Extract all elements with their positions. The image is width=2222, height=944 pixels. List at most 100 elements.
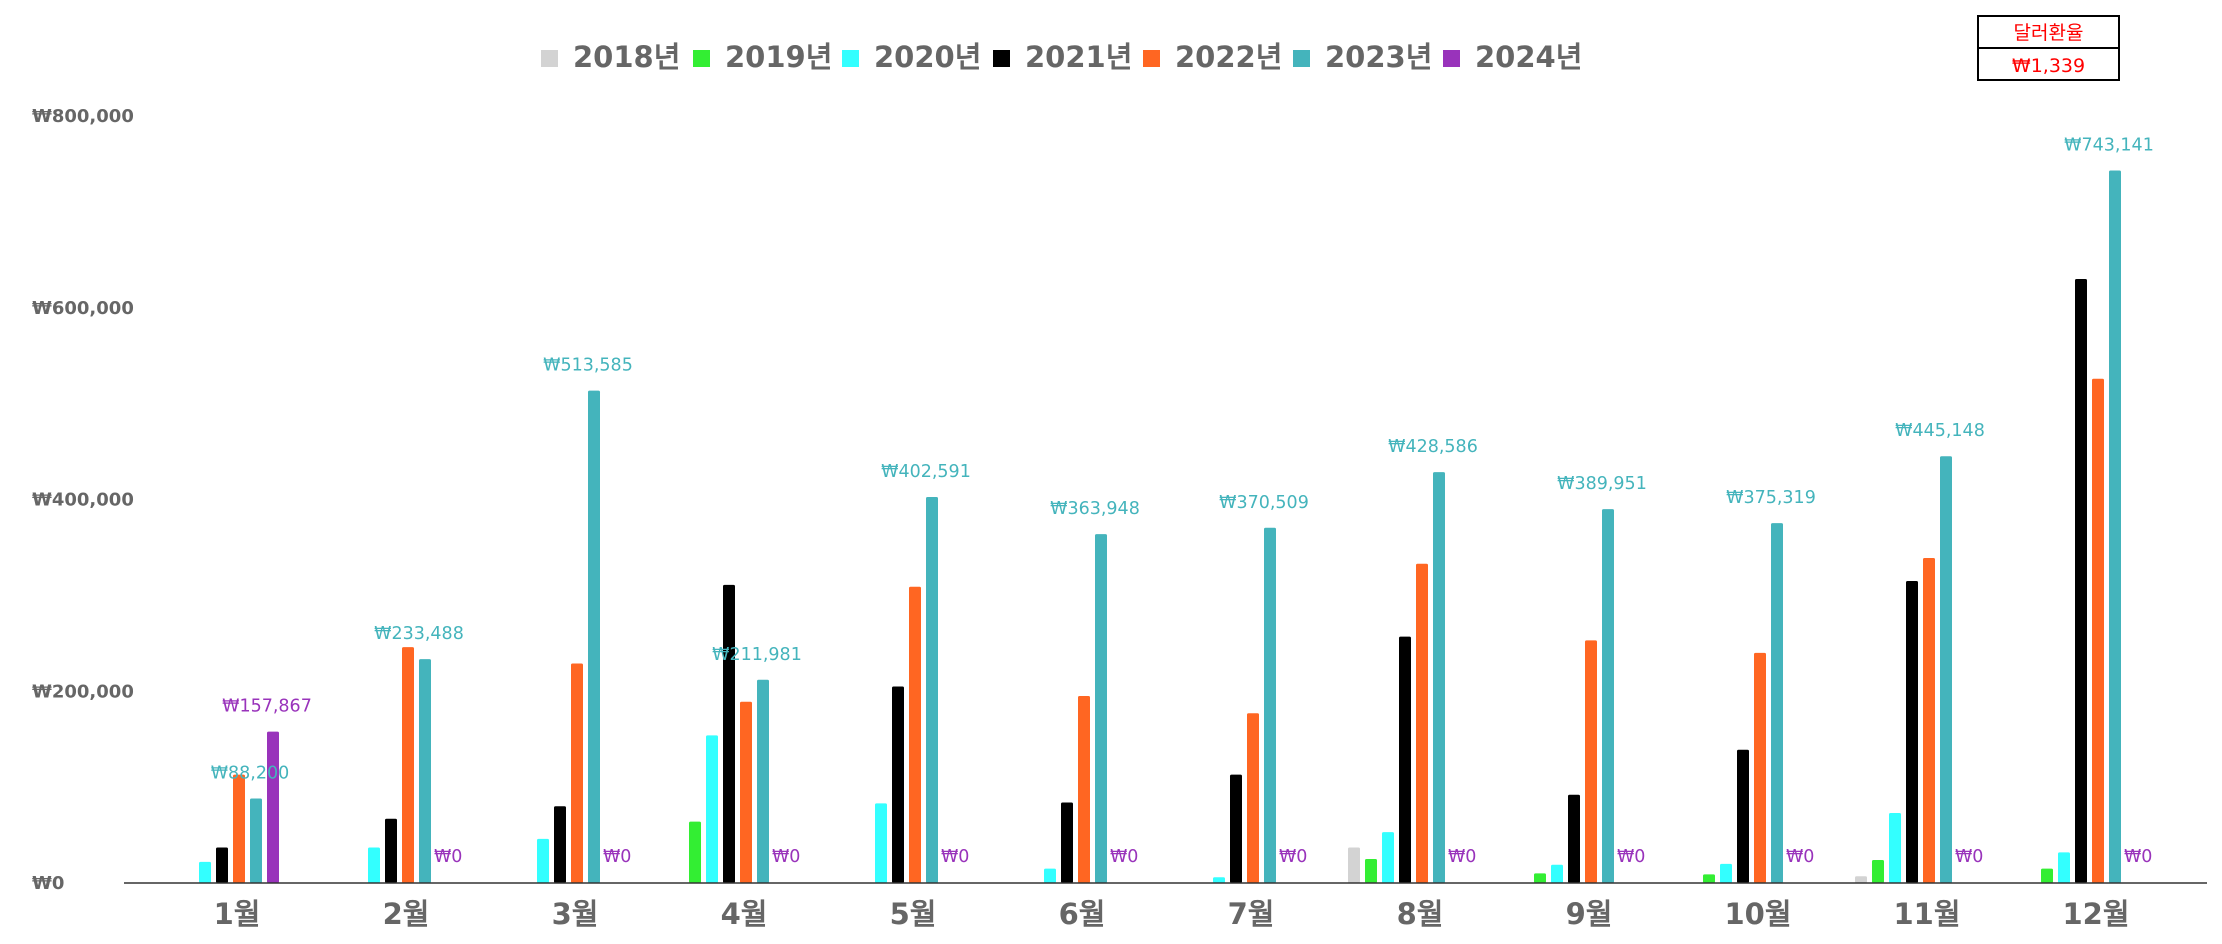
bar-4-1 <box>402 647 414 883</box>
legend-label-4: 2022년 <box>1175 40 1282 74</box>
exchange-rate-value: ₩1,339 <box>2012 55 2085 77</box>
bar-2-0 <box>199 861 211 883</box>
bar-5-8 <box>1602 509 1614 883</box>
x-tick-label-9: 10월 <box>1724 897 1791 931</box>
bar-5-4 <box>926 497 938 883</box>
bar-3-11 <box>2075 278 2087 883</box>
bar-5-3 <box>757 679 769 883</box>
y-tick-label-1: ₩200,000 <box>32 681 134 702</box>
bar-1-10 <box>1872 859 1884 883</box>
bar-4-0 <box>233 774 245 883</box>
y-tick-label-3: ₩600,000 <box>32 298 134 319</box>
data-label-6-1: ₩0 <box>434 847 462 867</box>
bar-3-9 <box>1737 749 1749 883</box>
y-axis: ₩0 ₩200,000 ₩400,000 ₩600,000 ₩800,000 <box>32 106 134 894</box>
data-label-6-0: ₩157,867 <box>222 697 312 717</box>
bar-5-10 <box>1940 456 1952 883</box>
bar-1-3 <box>689 821 701 883</box>
bar-2-6 <box>1213 877 1225 883</box>
legend-label-1: 2019년 <box>725 40 832 74</box>
data-label-6-5: ₩0 <box>1110 847 1138 867</box>
bar-3-7 <box>1399 636 1411 883</box>
legend-swatch-2 <box>842 50 859 67</box>
data-label-6-2: ₩0 <box>603 847 631 867</box>
bar-5-9 <box>1771 523 1783 883</box>
bar-5-6 <box>1264 527 1276 883</box>
data-label-6-8: ₩0 <box>1617 847 1645 867</box>
bar-3-4 <box>892 686 904 883</box>
exchange-rate-title: 달러환율 <box>2014 22 2084 44</box>
data-label-5-5: ₩363,948 <box>1050 499 1140 519</box>
bar-5-7 <box>1433 472 1445 883</box>
bar-5-5 <box>1095 534 1107 883</box>
bar-5-11 <box>2109 170 2121 884</box>
data-label-5-10: ₩445,148 <box>1895 421 1985 441</box>
bar-4-3 <box>740 701 752 883</box>
legend-swatch-4 <box>1143 50 1160 67</box>
y-tick-label-0: ₩0 <box>32 873 64 894</box>
legend-swatch-0 <box>541 50 558 67</box>
bar-4-6 <box>1247 713 1259 883</box>
bar-4-9 <box>1754 652 1766 883</box>
bar-2-2 <box>537 838 549 883</box>
bar-3-3 <box>723 584 735 883</box>
legend-label-6: 2024년 <box>1475 40 1582 74</box>
bar-6-0 <box>267 731 279 883</box>
bar-4-11 <box>2092 378 2104 883</box>
data-label-6-7: ₩0 <box>1448 847 1476 867</box>
bar-2-8 <box>1551 864 1563 883</box>
x-tick-label-4: 5월 <box>890 897 937 931</box>
data-labels: ₩88,200 ₩233,488 ₩513,585 ₩211,981 ₩402,591 ₩… <box>211 136 2154 867</box>
legend-swatch-5 <box>1293 50 1310 67</box>
data-label-5-4: ₩402,591 <box>881 462 971 482</box>
bar-4-7 <box>1416 563 1428 883</box>
bar-5-2 <box>588 390 600 883</box>
bar-1-11 <box>2041 868 2053 883</box>
y-tick-label-2: ₩400,000 <box>32 490 134 511</box>
data-label-5-11: ₩743,141 <box>2064 136 2154 156</box>
chart-legend: 2018년 2019년 2020년 2021년 2022년 2023년 2024년 <box>541 40 1582 74</box>
data-label-6-6: ₩0 <box>1279 847 1307 867</box>
y-tick-label-4: ₩800,000 <box>32 106 134 127</box>
data-label-5-0: ₩88,200 <box>211 763 290 783</box>
x-tick-label-6: 7월 <box>1228 897 1275 931</box>
bar-2-9 <box>1720 863 1732 883</box>
data-label-5-7: ₩428,586 <box>1388 437 1478 457</box>
bar-2-4 <box>875 803 887 883</box>
bar-3-8 <box>1568 794 1580 883</box>
x-tick-label-11: 12월 <box>2062 897 2129 931</box>
bar-1-8 <box>1534 873 1546 883</box>
bar-2-3 <box>706 735 718 883</box>
bar-3-10 <box>1906 580 1918 883</box>
bar-0-10 <box>1855 876 1867 883</box>
bar-5-0 <box>250 798 262 883</box>
x-tick-label-8: 9월 <box>1566 897 1613 931</box>
data-label-6-9: ₩0 <box>1786 847 1814 867</box>
legend-label-5: 2023년 <box>1325 40 1432 74</box>
bar-3-0 <box>216 847 228 883</box>
bar-5-1 <box>419 659 431 883</box>
x-tick-label-0: 1월 <box>214 897 261 931</box>
x-tick-label-1: 2월 <box>383 897 430 931</box>
data-label-6-3: ₩0 <box>772 847 800 867</box>
data-label-5-1: ₩233,488 <box>374 624 464 644</box>
bar-3-5 <box>1061 802 1073 883</box>
legend-swatch-6 <box>1443 50 1460 67</box>
bar-2-7 <box>1382 832 1394 883</box>
bar-4-2 <box>571 663 583 883</box>
exchange-rate-box: 달러환율 ₩1,339 <box>1977 15 2120 81</box>
data-label-6-10: ₩0 <box>1955 847 1983 867</box>
data-label-5-2: ₩513,585 <box>543 356 633 376</box>
data-label-5-3: ₩211,981 <box>712 645 802 665</box>
bar-2-11 <box>2058 852 2070 883</box>
x-tick-label-2: 3월 <box>552 897 599 931</box>
legend-label-0: 2018년 <box>573 40 680 74</box>
bar-3-6 <box>1230 774 1242 883</box>
legend-swatch-1 <box>693 50 710 67</box>
bar-3-2 <box>554 806 566 883</box>
bar-4-10 <box>1923 557 1935 883</box>
x-tick-label-3: 4월 <box>721 897 768 931</box>
bar-0-7 <box>1348 847 1360 883</box>
chart-bars <box>199 170 2121 884</box>
